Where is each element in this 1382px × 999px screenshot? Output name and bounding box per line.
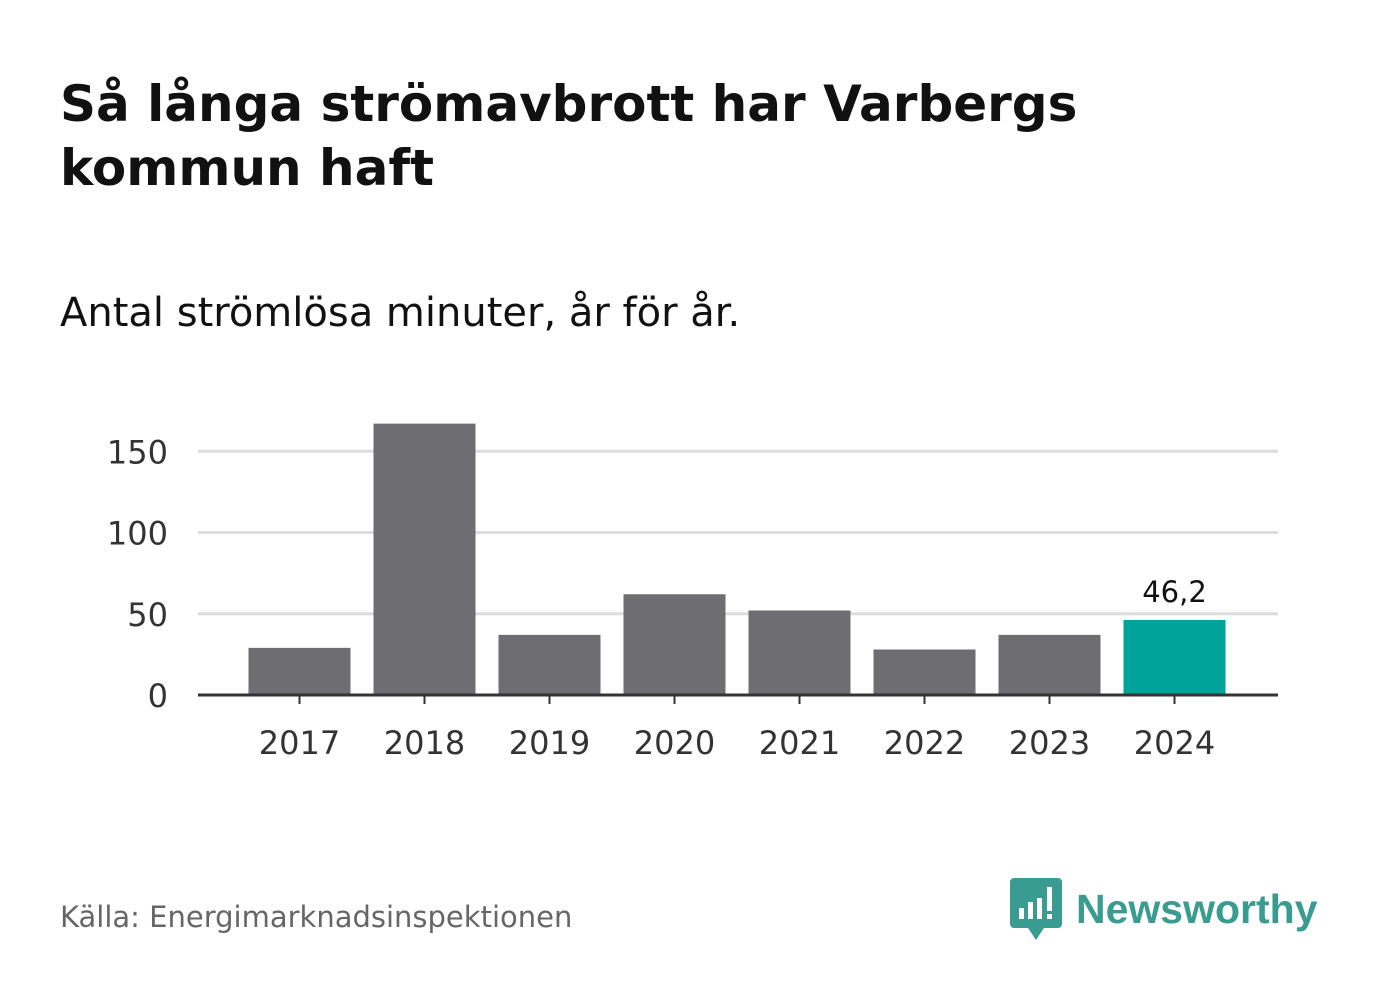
bar-chart: 0 50 100 150 2017 2018 2019 2020 2021 2022 2023 202… — [107, 423, 1278, 762]
brand-logo: Newsworthy — [1010, 878, 1318, 940]
chart-subtitle: Antal strömlösa minuter, år för år. — [60, 290, 741, 336]
x-tick-label: 2018 — [384, 724, 465, 762]
y-tick-label: 50 — [127, 596, 168, 634]
bar-2017 — [248, 647, 351, 695]
x-tick-label: 2020 — [634, 724, 715, 762]
x-tick-label: 2024 — [1134, 724, 1215, 762]
bar-2018 — [373, 423, 476, 695]
brand-name: Newsworthy — [1076, 885, 1318, 932]
source-note: Källa: Energimarknadsinspektionen — [60, 900, 573, 934]
bar-2019 — [498, 634, 601, 695]
y-tick-label: 100 — [107, 515, 168, 553]
newsworthy-logo-icon — [1010, 878, 1062, 940]
x-tick-label: 2021 — [759, 724, 840, 762]
data-label: 46,2 — [1142, 575, 1207, 609]
x-tick-label: 2019 — [509, 724, 590, 762]
bar-2022 — [873, 649, 976, 695]
bar-2020 — [623, 594, 726, 695]
bar-2023 — [998, 634, 1101, 695]
bar-2024 — [1123, 619, 1226, 695]
chart-title: Så långa strömavbrott har Varbergs kommu… — [60, 75, 1078, 197]
y-tick-label: 150 — [107, 433, 168, 471]
x-tick-label: 2023 — [1009, 724, 1090, 762]
bar-2021 — [748, 610, 851, 695]
x-tick-label: 2022 — [884, 724, 965, 762]
x-tick-label: 2017 — [259, 724, 340, 762]
y-tick-label: 0 — [148, 677, 168, 715]
